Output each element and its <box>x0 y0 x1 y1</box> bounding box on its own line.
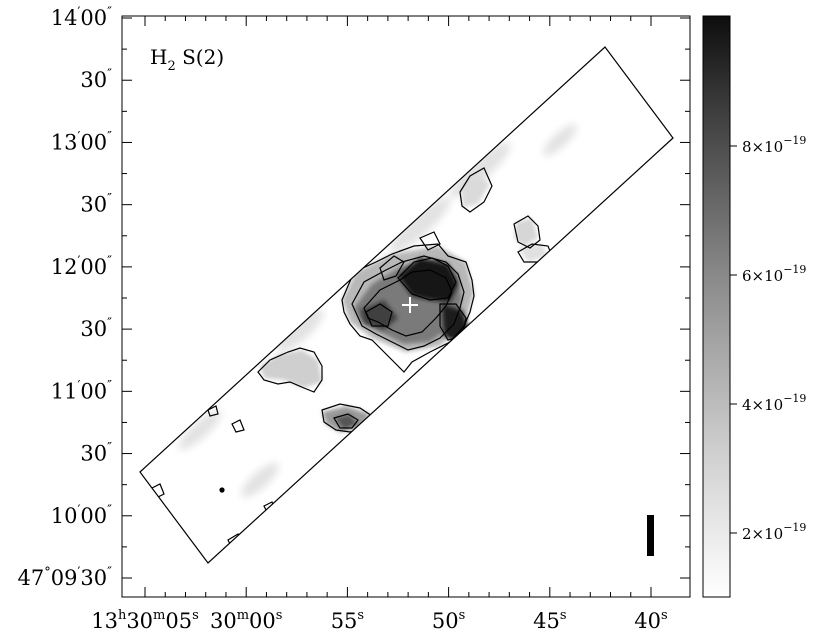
x-tick-label: 50s <box>432 608 465 633</box>
y-tick-label: 13′00″ <box>51 129 112 154</box>
y-tick-label: 30″ <box>80 441 112 466</box>
x-tick-label: 13h30m05s <box>91 608 199 633</box>
colorbar-tick-label: 4×10−19 <box>742 392 806 414</box>
y-tick-label: 11′00″ <box>51 378 112 403</box>
x-axis-ticks: 13h30m05s 30m00s 55s 50s 45s 40s <box>91 16 668 633</box>
colorbar <box>702 15 731 598</box>
scale-bar <box>647 515 654 556</box>
x-tick-label: 55s <box>331 608 364 633</box>
x-tick-label: 40s <box>634 608 667 633</box>
y-tick-label: 47°09′30″ <box>17 565 112 590</box>
colorbar-ticks: 8×10−19 6×10−19 4×10−19 2×10−19 <box>730 134 806 543</box>
y-tick-label: 30″ <box>80 192 112 217</box>
colorbar-tick-label: 2×10−19 <box>742 521 806 543</box>
slit-coverage-outline <box>139 46 674 564</box>
nucleus-cross-marker <box>402 297 418 313</box>
x-tick-label: 45s <box>533 608 566 633</box>
y-tick-label: 14′00″ <box>51 5 112 30</box>
map-strip-content <box>151 124 578 553</box>
colorbar-tick-label: 6×10−19 <box>742 263 806 285</box>
y-tick-label: 30″ <box>80 316 112 341</box>
y-axis-ticks: 14′00″ 30″ 13′00″ 30″ 12′00″ 30″ 11′00″ 30″ 10′0… <box>17 5 690 590</box>
colorbar-tick-label: 8×10−19 <box>742 134 806 156</box>
y-tick-label: 12′00″ <box>51 254 112 279</box>
y-tick-label: 10′00″ <box>51 503 112 528</box>
x-tick-label: 30m00s <box>210 608 282 633</box>
panel-label: H2 S(2) <box>150 45 224 74</box>
y-tick-label: 30″ <box>80 67 112 92</box>
